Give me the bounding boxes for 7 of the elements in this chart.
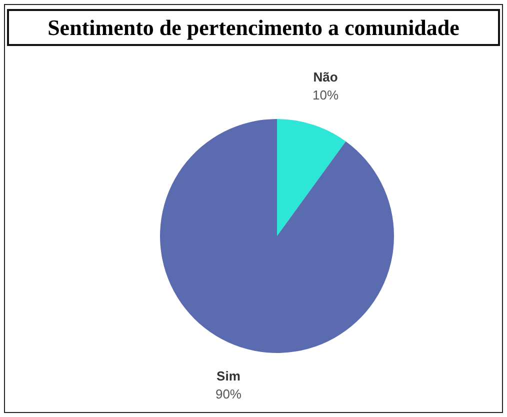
data-label: 10%	[312, 88, 339, 103]
pie-slice	[160, 119, 394, 353]
slice-label: Sim	[216, 368, 240, 384]
chart-title: Sentimento de pertencimento a comunidade	[7, 9, 500, 46]
data-label: 90%	[215, 386, 242, 402]
slice-label: Não	[313, 70, 338, 85]
pie-slice	[277, 119, 346, 236]
